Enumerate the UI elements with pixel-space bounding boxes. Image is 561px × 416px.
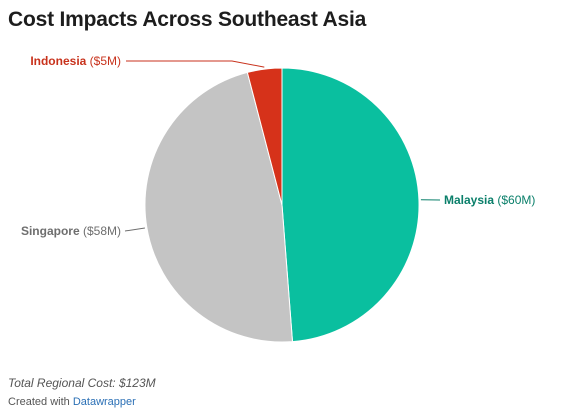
slice-label-indonesia: Indonesia ($5M)	[30, 54, 121, 68]
datawrapper-link[interactable]: Datawrapper	[72, 396, 136, 408]
leader-line-singapore	[124, 227, 145, 232]
slice-label-name: Indonesia	[30, 54, 86, 68]
credit-prefix: Created with	[8, 396, 70, 408]
total-cost-note: Total Regional Cost: $123M	[8, 376, 156, 390]
pie-slice-malaysia[interactable]	[281, 67, 420, 343]
pie-slices	[144, 67, 420, 343]
pie-slice-indonesia[interactable]	[246, 67, 283, 206]
slice-label-name: Singapore	[21, 224, 80, 238]
slice-label-value: ($58M)	[80, 224, 121, 238]
slice-label-value: ($60M)	[494, 193, 535, 207]
slice-label-name: Malaysia	[444, 193, 494, 207]
credit-line: Created with Datawrapper	[8, 396, 136, 409]
slice-label-malaysia: Malaysia ($60M)	[444, 193, 535, 207]
slice-label-singapore: Singapore ($58M)	[21, 224, 121, 238]
leader-lines	[124, 60, 441, 232]
pie-slice-singapore[interactable]	[144, 71, 294, 343]
slice-label-value: ($5M)	[86, 54, 121, 68]
slice-labels: Malaysia ($60M) Singapore ($58M) Indonesia…	[21, 54, 535, 238]
chart-title: Cost Impacts Across Southeast Asia	[8, 8, 367, 31]
leader-line-indonesia	[126, 60, 265, 68]
